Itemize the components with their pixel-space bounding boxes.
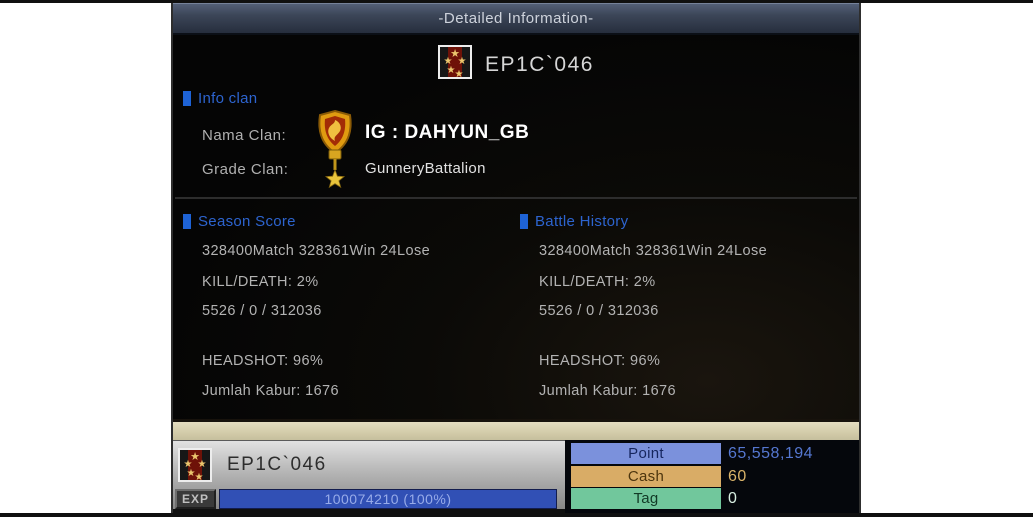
battle-jumlah-kabur: Jumlah Kabur: 1676 [539, 383, 676, 399]
season-score-section: Season Score 328400Match 328361Win 24Los… [183, 213, 515, 419]
detailed-information-panel: -Detailed Information- ★ ★ ★ ★ ★ E [171, 3, 861, 513]
tag-label: Tag [571, 488, 721, 509]
exp-label: EXP [175, 489, 216, 509]
svg-text:★: ★ [198, 459, 207, 470]
section-divider [175, 197, 857, 199]
battle-headshot: HEADSHOT: 96% [539, 353, 661, 369]
hud-player-name: EP1C`046 [227, 454, 327, 475]
player-hud-bar: ★ ★ ★ ★ ★ EP1C`046 EXP 100074210 (100%) … [173, 440, 859, 513]
svg-text:★: ★ [187, 468, 196, 479]
nama-clan-label: Nama Clan: [202, 127, 287, 144]
rank-badge-icon: ★ ★ ★ ★ ★ [438, 45, 473, 84]
tag-row: Tag 0 [565, 488, 859, 509]
hud-player-section: ★ ★ ★ ★ ★ EP1C`046 EXP 100074210 (100%) [173, 440, 565, 509]
svg-text:★: ★ [195, 472, 204, 482]
game-ground-strip [173, 419, 859, 440]
svg-text:★: ★ [447, 65, 456, 76]
section-bullet-icon [183, 91, 191, 106]
section-bullet-icon [183, 214, 191, 229]
svg-text:★: ★ [458, 56, 467, 67]
svg-text:★: ★ [444, 56, 453, 67]
tag-value: 0 [728, 490, 738, 507]
battle-history-header-label: Battle History [535, 213, 629, 230]
svg-text:★: ★ [184, 459, 193, 470]
clan-name-value: IG : DAHYUN_GB [365, 122, 530, 143]
season-score-header-label: Season Score [198, 213, 296, 230]
season-killdeath: KILL/DEATH: 2% [202, 274, 319, 290]
season-score-header: Season Score [183, 213, 515, 230]
battle-match-line: 328400Match 328361Win 24Lose [539, 243, 768, 259]
info-clan-section-header: Info clan [183, 90, 257, 107]
battle-killdeath: KILL/DEATH: 2% [539, 274, 656, 290]
clan-grade-value: GunneryBattalion [365, 160, 486, 177]
svg-text:★: ★ [190, 451, 200, 463]
svg-text:★: ★ [450, 48, 460, 60]
cash-label: Cash [571, 466, 721, 487]
season-kd-detail: 5526 / 0 / 312036 [202, 303, 322, 319]
cash-value: 60 [728, 468, 747, 485]
bottom-border-line [0, 513, 1033, 517]
hud-currency-section: Point 65,558,194 Cash 60 Tag 0 [565, 440, 859, 513]
panel-titlebar: -Detailed Information- [173, 3, 859, 35]
grade-clan-label: Grade Clan: [202, 161, 289, 178]
season-match-line: 328400Match 328361Win 24Lose [202, 243, 431, 259]
panel-body: ★ ★ ★ ★ ★ EP1C`046 Info clan Nama Clan: [173, 35, 859, 419]
section-bullet-icon [520, 214, 528, 229]
top-border-line [0, 0, 1033, 3]
svg-text:★: ★ [455, 69, 464, 79]
rank-badge-icon: ★ ★ ★ ★ ★ [178, 448, 212, 483]
point-row: Point 65,558,194 [565, 443, 859, 464]
player-identity: ★ ★ ★ ★ ★ EP1C`046 [173, 45, 859, 84]
season-jumlah-kabur: Jumlah Kabur: 1676 [202, 383, 339, 399]
info-clan-header-label: Info clan [198, 90, 258, 107]
battle-history-section: Battle History 328400Match 328361Win 24L… [520, 213, 852, 419]
cash-row: Cash 60 [565, 466, 859, 487]
panel-title: -Detailed Information- [438, 9, 594, 27]
season-headshot: HEADSHOT: 96% [202, 353, 324, 369]
battle-kd-detail: 5526 / 0 / 312036 [539, 303, 659, 319]
point-label: Point [571, 443, 721, 464]
clan-grade-medal-icon [324, 149, 346, 196]
point-value: 65,558,194 [728, 445, 814, 462]
battle-history-header: Battle History [520, 213, 852, 230]
exp-progress-bar: 100074210 (100%) [219, 489, 557, 509]
player-name: EP1C`046 [485, 52, 594, 76]
